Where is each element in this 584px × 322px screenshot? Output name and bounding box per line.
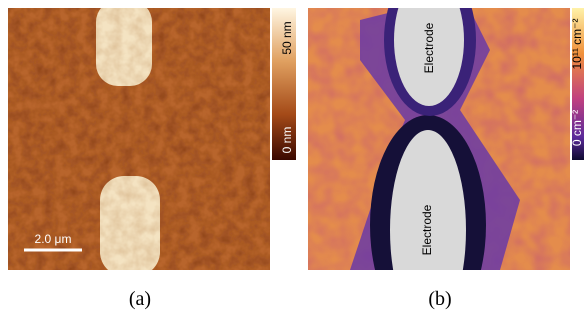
colorbar-bottom-label: 0 nm: [280, 127, 294, 154]
electrode-label: Electrode: [420, 204, 434, 255]
caption: (b): [428, 288, 451, 310]
colorbar-bottom-label: 0 cm⁻²: [570, 110, 584, 146]
colorbar-top-label: 10¹¹ cm⁻²: [570, 18, 584, 69]
scale-bar-label: 2.0 μm: [35, 232, 72, 246]
colorbar-top-label: 50 nm: [280, 21, 294, 54]
caption: (a): [129, 288, 151, 310]
afm-image: 2.0 μm: [8, 0, 270, 276]
figure: 2.0 μm 50 nm 0 nm (a) Electrode Electrod…: [0, 0, 584, 317]
density-map: [308, 0, 570, 317]
electrode-label: Electrode: [422, 22, 436, 73]
